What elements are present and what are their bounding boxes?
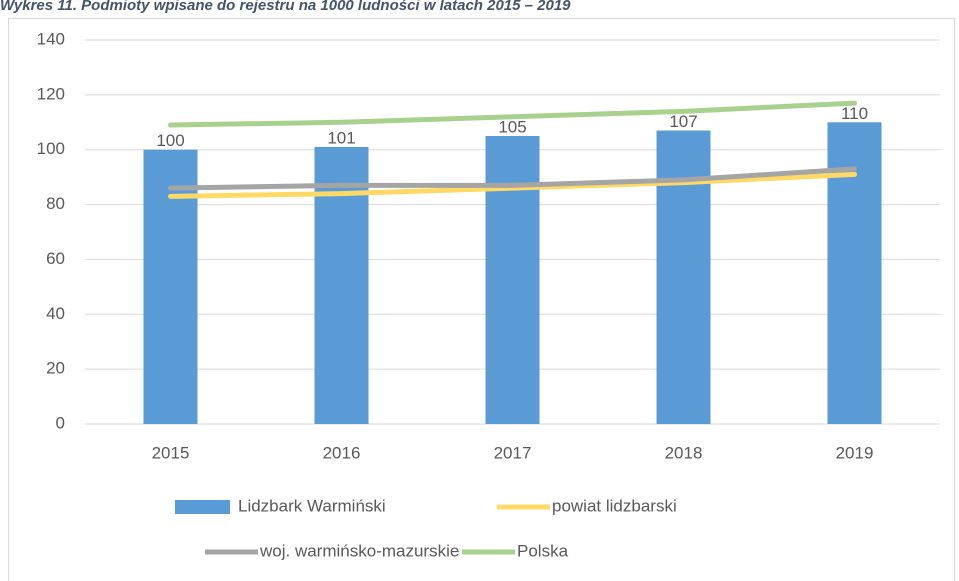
legend-swatch: [175, 500, 230, 514]
y-tick-label: 20: [46, 359, 65, 378]
y-tick-label: 100: [37, 139, 65, 158]
data-label: 100: [156, 131, 184, 150]
bar: [656, 130, 711, 424]
x-tick-label: 2016: [323, 443, 361, 462]
y-tick-label: 40: [46, 304, 65, 323]
legend-label: powiat lidzbarski: [552, 496, 677, 515]
data-label: 101: [327, 128, 355, 147]
legend-label: Polska: [517, 541, 569, 560]
line: [168, 100, 857, 128]
data-label: 105: [498, 117, 526, 136]
line: [168, 171, 857, 199]
bar: [314, 146, 369, 424]
legend-label: Lidzbark Warmiński: [238, 496, 386, 515]
y-tick-label: 0: [56, 413, 65, 432]
data-label: 107: [669, 112, 697, 131]
y-tick-label: 120: [37, 84, 65, 103]
legend-label: woj. warmińsko-mazurskie: [259, 541, 459, 560]
y-tick-label: 140: [37, 29, 65, 48]
x-tick-label: 2019: [836, 443, 874, 462]
y-tick-label: 80: [46, 194, 65, 213]
y-tick-label: 60: [46, 249, 65, 268]
line: [168, 166, 857, 191]
bar: [143, 149, 198, 424]
x-tick-label: 2015: [152, 443, 190, 462]
bar: [485, 136, 540, 424]
x-tick-label: 2017: [494, 443, 532, 462]
x-tick-label: 2018: [665, 443, 703, 462]
chart-title: Wykres 11. Podmioty wpisane do rejestru …: [0, 0, 571, 14]
data-label: 110: [841, 104, 868, 123]
